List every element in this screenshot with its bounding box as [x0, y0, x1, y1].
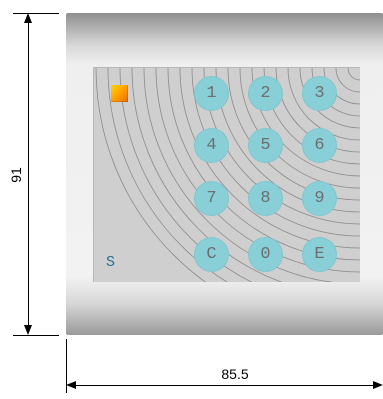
- key-8[interactable]: 8: [248, 181, 283, 216]
- logo-square: [111, 85, 128, 102]
- key-6[interactable]: 6: [302, 128, 337, 163]
- height-arrow-up-icon: [24, 13, 32, 23]
- key-0[interactable]: 0: [248, 237, 283, 272]
- key-2[interactable]: 2: [248, 76, 283, 111]
- height-dimension-label: 91: [8, 167, 24, 183]
- width-dimension-left-tick: [66, 339, 67, 393]
- key-4[interactable]: 4: [194, 128, 229, 163]
- height-dimension-bottom-tick: [13, 335, 59, 336]
- height-dimension-top-tick: [13, 13, 59, 14]
- height-dimension-line: [28, 19, 29, 328]
- height-arrow-down-icon: [24, 325, 32, 335]
- key-e[interactable]: E: [302, 237, 337, 272]
- width-dimension-label: 85.5: [221, 366, 249, 382]
- key-1[interactable]: 1: [194, 76, 229, 111]
- width-dimension-line: [74, 385, 374, 386]
- key-9[interactable]: 9: [302, 181, 337, 216]
- key-7[interactable]: 7: [194, 181, 229, 216]
- key-5[interactable]: 5: [248, 128, 283, 163]
- brand-letter: S: [106, 254, 116, 271]
- key-3[interactable]: 3: [302, 76, 337, 111]
- width-arrow-left-icon: [66, 381, 76, 389]
- width-arrow-right-icon: [373, 381, 383, 389]
- key-c[interactable]: C: [194, 237, 229, 272]
